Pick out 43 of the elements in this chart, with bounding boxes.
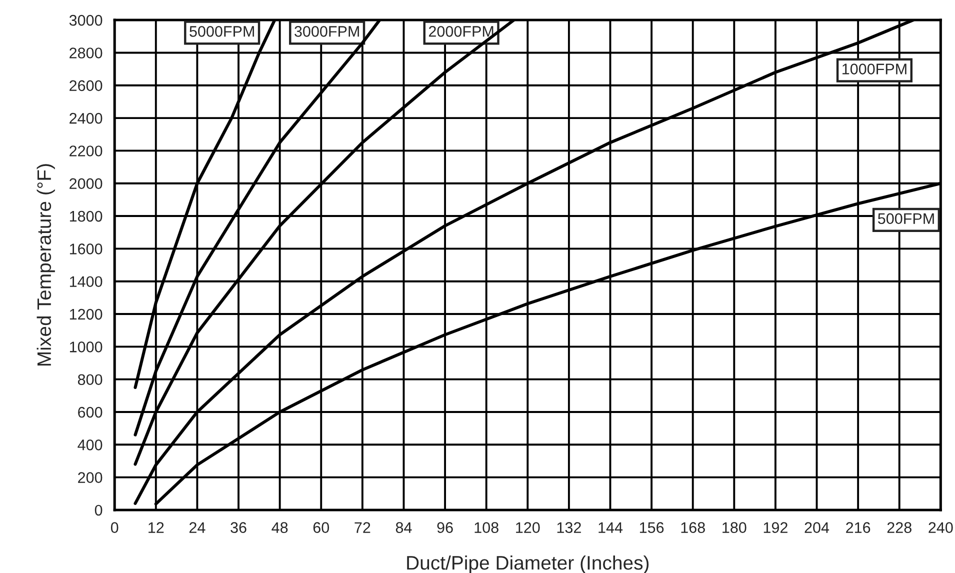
x-tick-label: 84 <box>396 522 412 533</box>
y-tick-label: 1400 <box>70 276 102 288</box>
y-tick-label: 3000 <box>69 14 102 26</box>
series-label: 3000FPM <box>294 26 359 37</box>
x-tick-label: 120 <box>516 522 540 533</box>
x-tick-label: 72 <box>354 522 370 533</box>
y-tick-label: 800 <box>78 374 102 386</box>
y-tick-label: 1200 <box>70 308 102 320</box>
x-tick-label: 192 <box>764 522 788 533</box>
y-tick-label: 200 <box>78 472 102 483</box>
x-tick-label: 0 <box>110 522 118 533</box>
x-tick-label: 108 <box>474 522 498 533</box>
y-tick-label: 1800 <box>70 210 102 222</box>
y-tick-label: 2400 <box>70 112 102 124</box>
y-tick-label: 2600 <box>70 80 102 92</box>
y-tick-label: 1600 <box>70 244 102 254</box>
x-tick-label: 216 <box>846 522 870 533</box>
y-tick-label: 600 <box>78 406 102 418</box>
series-label: 1000FPM <box>842 64 906 74</box>
y-tick-label: 0 <box>94 504 102 516</box>
series-label: 500FPM <box>878 213 934 224</box>
y-tick-label: 2800 <box>70 48 102 58</box>
x-tick-label: 12 <box>148 522 164 533</box>
x-tick-label: 156 <box>640 522 664 533</box>
x-tick-label: 168 <box>681 522 705 533</box>
x-tick-label: 36 <box>230 522 246 533</box>
x-tick-label: 240 <box>928 522 953 533</box>
y-tick-label: 2000 <box>70 178 102 190</box>
x-tick-label: 180 <box>722 522 746 533</box>
x-tick-label: 144 <box>598 522 623 533</box>
series-label: 2000FPM <box>428 26 494 37</box>
x-tick-label: 24 <box>189 522 206 533</box>
series-label: 5000FPM <box>190 26 254 37</box>
y-tick-label: 1000 <box>70 342 102 352</box>
x-tick-label: 60 <box>313 522 330 533</box>
y-tick-label: 400 <box>78 440 102 450</box>
y-tick-label: 2200 <box>70 146 102 156</box>
y-axis-title: Mixed Temperature (°F) <box>36 164 55 366</box>
x-tick-label: 132 <box>557 522 581 533</box>
x-tick-label: 48 <box>272 522 288 533</box>
x-tick-label: 96 <box>437 522 453 533</box>
x-tick-label: 204 <box>804 522 830 533</box>
x-tick-label: 228 <box>887 522 912 533</box>
